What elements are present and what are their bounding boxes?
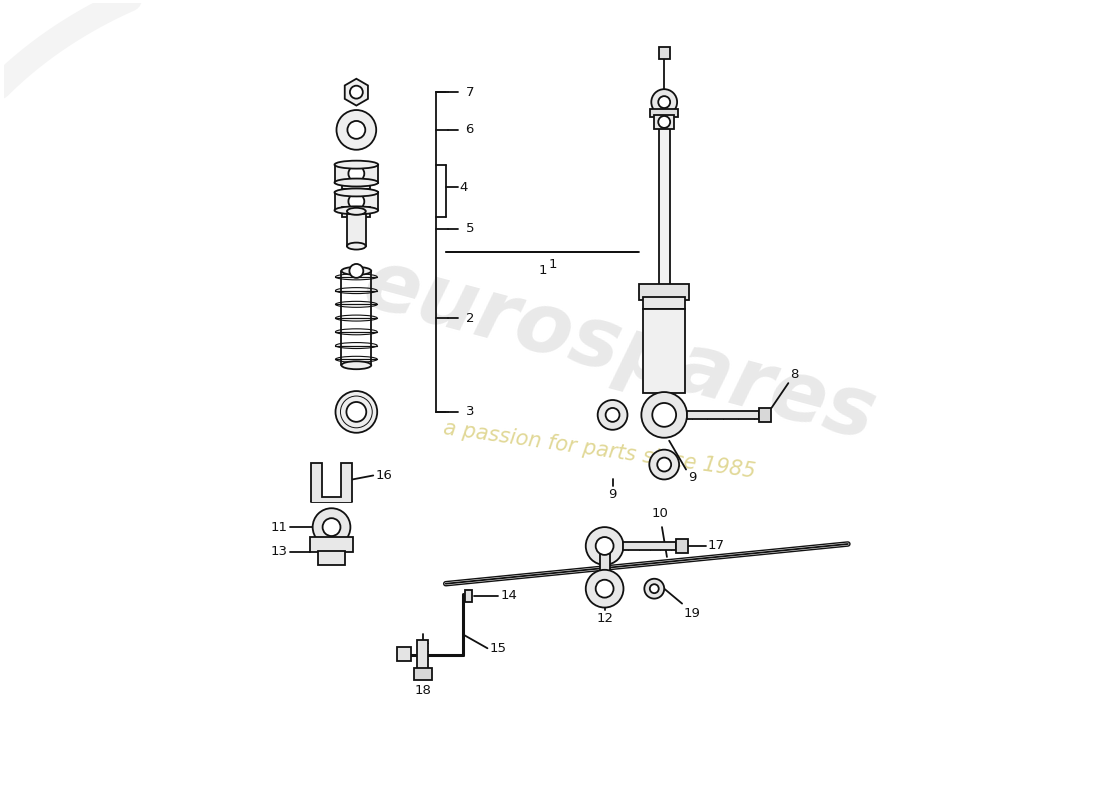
Text: 16: 16 — [375, 469, 392, 482]
Ellipse shape — [334, 178, 378, 186]
Circle shape — [658, 96, 670, 108]
Text: 7: 7 — [465, 86, 474, 98]
Circle shape — [651, 89, 678, 115]
Ellipse shape — [341, 267, 372, 275]
Bar — [759, 408, 771, 422]
Circle shape — [597, 400, 627, 430]
Bar — [650, 109, 678, 117]
Circle shape — [649, 450, 679, 479]
Circle shape — [606, 408, 619, 422]
Text: 15: 15 — [490, 642, 506, 654]
Bar — [659, 47, 670, 59]
Bar — [342, 207, 371, 218]
Bar — [654, 115, 674, 129]
Text: eurospares: eurospares — [354, 243, 884, 458]
Circle shape — [658, 116, 670, 128]
Bar — [334, 193, 378, 210]
Circle shape — [650, 584, 659, 593]
Circle shape — [348, 121, 365, 139]
Text: 4: 4 — [460, 181, 467, 194]
Bar — [464, 590, 472, 602]
Bar — [639, 284, 689, 300]
Text: 3: 3 — [465, 406, 474, 418]
Text: 12: 12 — [596, 611, 613, 625]
Bar — [334, 165, 378, 182]
Circle shape — [585, 527, 624, 565]
Circle shape — [645, 578, 664, 598]
Bar — [688, 411, 759, 419]
Circle shape — [658, 458, 671, 471]
Circle shape — [350, 86, 363, 98]
Circle shape — [596, 537, 614, 555]
Ellipse shape — [341, 362, 372, 370]
Circle shape — [641, 392, 688, 438]
Circle shape — [596, 580, 614, 598]
Text: 1: 1 — [539, 264, 548, 277]
Text: 1: 1 — [548, 258, 557, 271]
Text: 5: 5 — [465, 222, 474, 235]
Bar — [346, 211, 366, 246]
Text: 17: 17 — [708, 539, 725, 553]
Circle shape — [346, 402, 366, 422]
Circle shape — [349, 194, 364, 210]
Circle shape — [350, 264, 363, 278]
Bar — [310, 537, 353, 552]
Circle shape — [336, 391, 377, 433]
Text: a passion for parts since 1985: a passion for parts since 1985 — [442, 418, 757, 482]
Polygon shape — [310, 462, 352, 502]
Circle shape — [652, 403, 676, 427]
Circle shape — [312, 508, 351, 546]
Bar — [644, 297, 685, 309]
Text: 9: 9 — [608, 488, 617, 502]
Bar — [644, 309, 685, 393]
Text: 13: 13 — [271, 546, 288, 558]
Ellipse shape — [346, 242, 366, 250]
Circle shape — [322, 518, 341, 536]
Text: 14: 14 — [500, 589, 517, 602]
Text: 6: 6 — [465, 123, 474, 136]
Bar — [659, 92, 670, 290]
Bar — [318, 551, 345, 565]
Circle shape — [337, 110, 376, 150]
Bar — [600, 545, 609, 589]
Bar — [342, 179, 371, 190]
Bar — [624, 542, 676, 550]
Text: 9: 9 — [688, 471, 696, 485]
Ellipse shape — [346, 208, 366, 214]
Bar — [417, 640, 428, 670]
Text: 19: 19 — [684, 606, 701, 619]
Text: 11: 11 — [271, 521, 288, 534]
Polygon shape — [344, 78, 369, 106]
Text: 2: 2 — [465, 311, 474, 325]
Text: 10: 10 — [651, 507, 669, 520]
Text: 18: 18 — [415, 684, 431, 697]
Text: 8: 8 — [790, 368, 799, 381]
Ellipse shape — [334, 189, 378, 197]
Circle shape — [349, 166, 364, 182]
Bar — [414, 668, 432, 680]
Bar — [397, 647, 411, 661]
Ellipse shape — [334, 161, 378, 169]
Circle shape — [585, 570, 624, 607]
Bar — [676, 539, 688, 553]
Ellipse shape — [334, 206, 378, 214]
